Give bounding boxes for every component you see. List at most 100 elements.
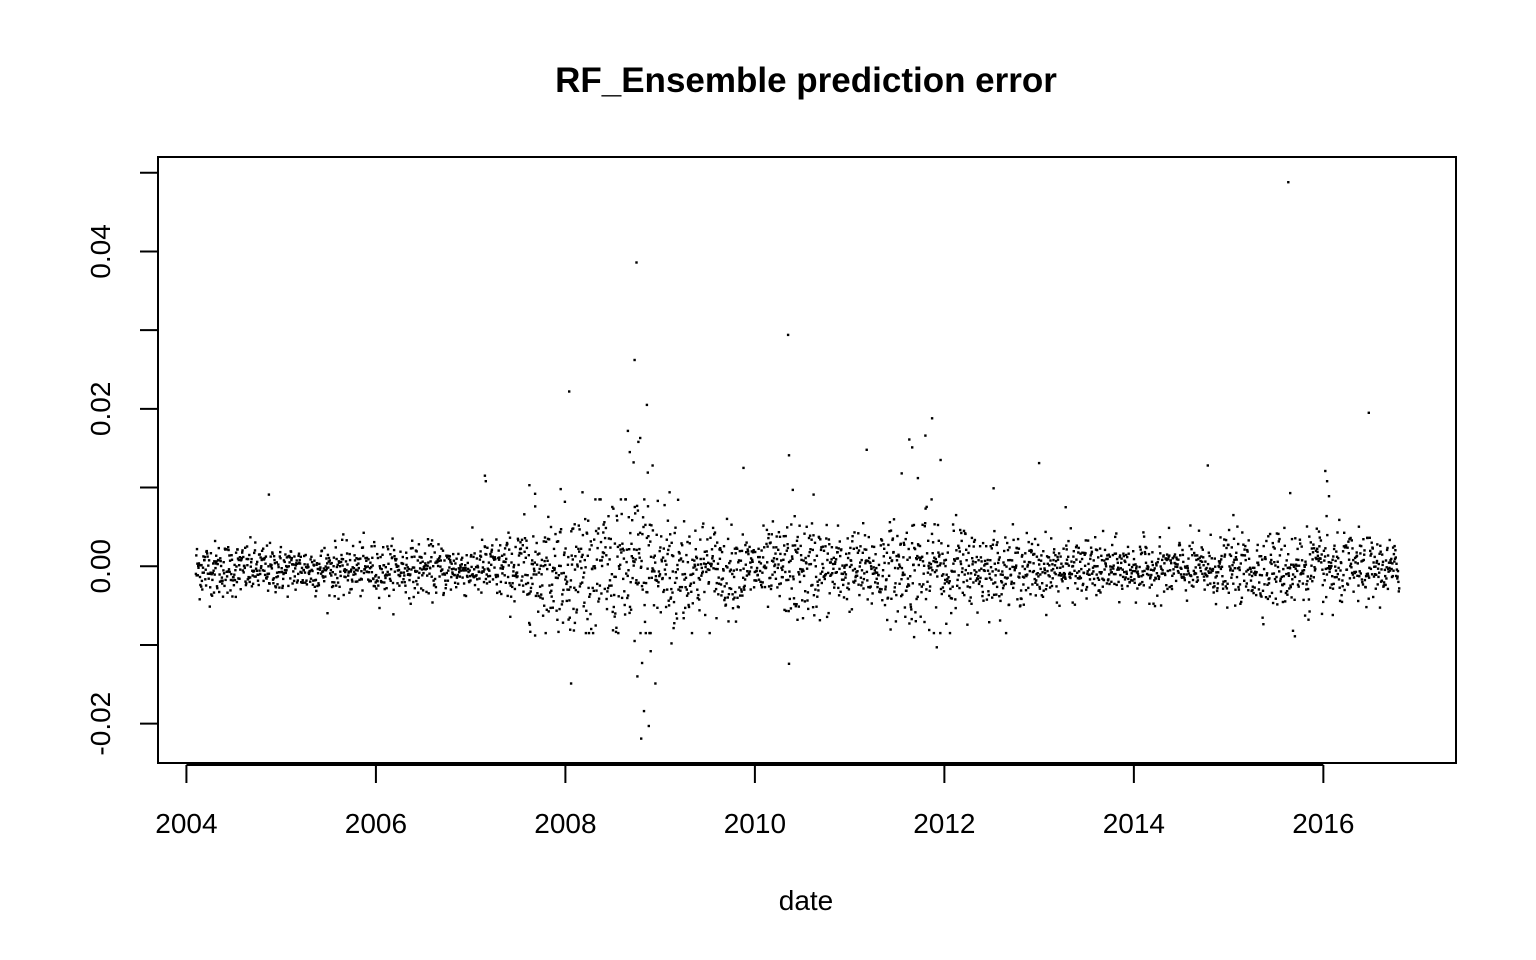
data-point: [998, 619, 1002, 622]
data-point: [586, 554, 589, 557]
data-point: [1051, 567, 1055, 571]
data-point: [574, 555, 577, 558]
data-point: [207, 564, 210, 567]
data-point: [656, 606, 659, 609]
data-point: [781, 568, 784, 572]
data-point: [408, 597, 411, 600]
data-point: [274, 586, 278, 589]
data-point: [937, 555, 941, 558]
data-point: [1332, 582, 1335, 586]
data-point: [1370, 541, 1373, 544]
data-point: [1076, 587, 1079, 590]
data-point: [891, 537, 895, 540]
data-point: [591, 631, 595, 635]
data-point: [838, 567, 841, 571]
data-point: [382, 546, 385, 549]
data-point: [793, 544, 797, 547]
data-point: [1285, 590, 1289, 593]
data-point: [216, 562, 219, 566]
data-point: [930, 498, 933, 501]
data-point: [443, 559, 446, 562]
data-point: [332, 556, 336, 559]
data-point: [369, 561, 372, 564]
data-point: [1221, 575, 1224, 578]
data-point: [619, 498, 623, 501]
data-point: [606, 586, 610, 590]
data-point: [412, 580, 415, 584]
data-point: [775, 557, 779, 561]
data-point: [1136, 587, 1139, 590]
data-point: [633, 560, 636, 564]
data-point: [964, 568, 967, 572]
data-point: [660, 560, 664, 563]
data-point: [953, 558, 956, 561]
data-point: [1115, 532, 1118, 535]
data-point: [356, 580, 359, 583]
data-point: [1202, 564, 1205, 567]
data-point: [1062, 547, 1065, 550]
data-point: [907, 584, 911, 587]
data-point: [688, 535, 691, 538]
data-point: [1393, 557, 1397, 560]
data-point: [1296, 569, 1299, 573]
data-point: [646, 567, 649, 570]
data-point: [1033, 577, 1036, 581]
data-point: [997, 569, 1000, 572]
data-point: [1374, 587, 1377, 590]
data-point: [1317, 559, 1320, 563]
data-point: [1313, 569, 1317, 572]
data-point: [348, 558, 352, 562]
data-point: [1117, 568, 1121, 571]
data-point: [394, 559, 397, 562]
data-point: [618, 544, 621, 547]
data-point: [684, 586, 687, 589]
data-point: [232, 576, 235, 579]
data-point: [214, 566, 217, 570]
data-point: [1220, 554, 1223, 558]
data-point: [573, 621, 577, 625]
data-point: [441, 549, 445, 552]
data-point: [1289, 584, 1292, 587]
data-point: [1228, 565, 1231, 568]
data-point: [1074, 574, 1077, 578]
data-point: [600, 592, 603, 595]
data-point: [354, 580, 357, 583]
data-point: [1089, 546, 1093, 549]
data-point: [918, 583, 921, 586]
data-point: [1085, 585, 1089, 589]
data-point: [404, 591, 407, 594]
data-point: [837, 586, 840, 590]
data-point: [1294, 567, 1297, 570]
data-point: [1158, 575, 1161, 578]
data-point: [589, 540, 592, 543]
data-point: [618, 567, 621, 570]
data-point: [872, 545, 876, 549]
data-point: [393, 570, 397, 573]
data-point: [1044, 571, 1047, 575]
data-point: [794, 605, 797, 608]
data-point: [1152, 569, 1156, 572]
data-point: [528, 621, 531, 625]
data-point: [1081, 551, 1084, 554]
data-point: [523, 550, 526, 553]
data-point: [1137, 575, 1141, 578]
data-point: [548, 563, 551, 566]
data-point: [506, 594, 509, 598]
data-point: [934, 606, 938, 609]
data-point: [531, 559, 534, 562]
data-point: [1218, 562, 1221, 565]
data-point: [773, 563, 777, 566]
data-point: [282, 577, 285, 581]
data-point: [279, 550, 282, 554]
data-point: [217, 559, 220, 562]
data-point: [665, 538, 668, 541]
data-point: [1379, 550, 1382, 553]
data-point: [1026, 573, 1029, 576]
data-point: [631, 556, 635, 560]
data-point: [1105, 582, 1109, 585]
data-point: [647, 576, 651, 580]
data-point: [1006, 576, 1009, 579]
data-point: [975, 570, 978, 574]
data-point: [440, 547, 443, 550]
data-point: [1068, 571, 1072, 574]
